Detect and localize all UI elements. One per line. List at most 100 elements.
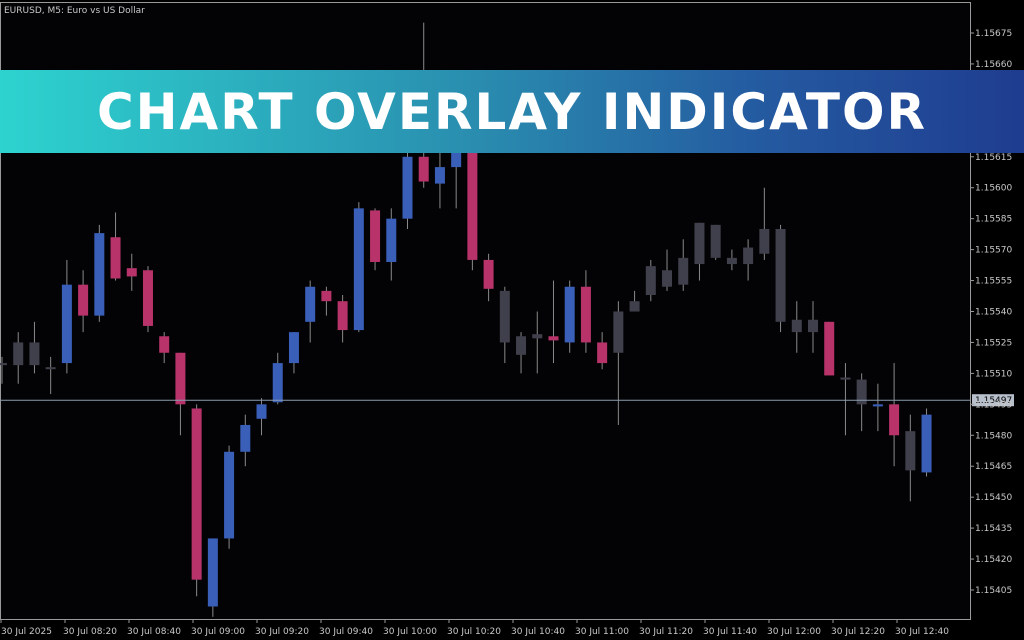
candle-body bbox=[905, 431, 916, 471]
current-price-line-layer: 1.15497 bbox=[0, 394, 1014, 407]
current-price-label: 1.15497 bbox=[975, 396, 1012, 406]
x-tick-label: 30 Jul 2025 bbox=[1, 627, 52, 637]
candle-body bbox=[548, 336, 559, 341]
x-tick-label: 30 Jul 12:40 bbox=[895, 627, 949, 637]
y-tick-label: 1.15420 bbox=[975, 555, 1012, 565]
candle-body bbox=[94, 233, 105, 316]
candle-body bbox=[840, 377, 851, 380]
candle bbox=[45, 356, 56, 395]
y-tick-label: 1.15585 bbox=[975, 215, 1012, 225]
candle bbox=[240, 414, 251, 467]
candle bbox=[256, 398, 267, 436]
y-tick-label: 1.15495 bbox=[975, 400, 1012, 410]
candle-body bbox=[272, 363, 283, 403]
candle-body bbox=[13, 342, 24, 366]
x-tick-label: 30 Jul 08:20 bbox=[63, 627, 117, 637]
symbol-label: EURUSD, M5: Euro vs US Dollar bbox=[4, 6, 145, 16]
candle bbox=[142, 266, 153, 333]
y-tick-label: 1.15540 bbox=[975, 308, 1012, 318]
candle bbox=[645, 259, 656, 302]
y-tick-label: 1.15465 bbox=[975, 462, 1012, 472]
candle-body bbox=[337, 301, 348, 331]
candle bbox=[856, 373, 867, 432]
candle-body bbox=[353, 208, 364, 331]
candle-body bbox=[61, 284, 72, 364]
candle-body bbox=[402, 156, 413, 219]
candle bbox=[499, 286, 510, 364]
candle-body bbox=[483, 259, 494, 289]
candle-body bbox=[872, 404, 883, 407]
candle bbox=[29, 321, 40, 374]
candle bbox=[288, 332, 299, 374]
candle bbox=[191, 404, 202, 597]
candle-body bbox=[288, 332, 299, 364]
candle bbox=[662, 249, 673, 291]
candle-body bbox=[224, 451, 235, 539]
candle-body bbox=[29, 342, 40, 366]
candle bbox=[564, 280, 575, 353]
candle-body bbox=[110, 237, 121, 279]
candle bbox=[775, 224, 786, 333]
x-tick-label: 30 Jul 09:00 bbox=[191, 627, 245, 637]
candle-body bbox=[759, 228, 770, 254]
y-tick-label: 1.15615 bbox=[975, 153, 1012, 163]
y-tick-label: 1.15555 bbox=[975, 277, 1012, 287]
y-tick-label: 1.15675 bbox=[975, 29, 1012, 39]
candle bbox=[0, 356, 7, 384]
candle-body bbox=[386, 218, 397, 262]
candle-body bbox=[175, 352, 186, 405]
title-banner: CHART OVERLAY INDICATOR bbox=[0, 70, 1024, 153]
y-tick-label: 1.15525 bbox=[975, 338, 1012, 348]
candle-body bbox=[694, 222, 705, 265]
y-tick-label: 1.15405 bbox=[975, 586, 1012, 596]
candle-body bbox=[678, 257, 689, 285]
candle-body bbox=[726, 257, 737, 265]
x-tick-label: 30 Jul 11:20 bbox=[639, 627, 693, 637]
candle-body bbox=[370, 210, 381, 262]
candle bbox=[791, 301, 802, 353]
candle bbox=[13, 332, 24, 384]
candle-body bbox=[142, 270, 153, 326]
candle-body bbox=[710, 224, 721, 258]
candle bbox=[921, 408, 932, 477]
candle bbox=[678, 239, 689, 291]
candle bbox=[597, 332, 608, 370]
candle bbox=[905, 414, 916, 502]
candle-body bbox=[0, 363, 7, 366]
candle bbox=[110, 212, 121, 281]
candle-body bbox=[207, 538, 218, 607]
candle-body bbox=[645, 266, 656, 295]
candle bbox=[337, 294, 348, 343]
candle bbox=[353, 202, 364, 333]
candle-body bbox=[305, 286, 316, 322]
candle-body bbox=[629, 301, 640, 312]
candle bbox=[61, 259, 72, 374]
x-tick-label: 30 Jul 10:20 bbox=[447, 627, 501, 637]
candle bbox=[94, 224, 105, 322]
y-tick-label: 1.15510 bbox=[975, 369, 1012, 379]
candle-body bbox=[856, 379, 867, 405]
candle-body bbox=[743, 247, 754, 265]
x-tick-label: 30 Jul 08:40 bbox=[127, 627, 181, 637]
candle bbox=[872, 383, 883, 432]
y-tick-label: 1.15435 bbox=[975, 524, 1012, 534]
current-price-box bbox=[972, 394, 1014, 407]
candle-body bbox=[434, 167, 445, 184]
candle bbox=[126, 253, 137, 291]
candle-body bbox=[321, 290, 332, 302]
candle bbox=[272, 352, 283, 405]
candle-body bbox=[791, 319, 802, 333]
candle-body bbox=[580, 286, 591, 343]
candle bbox=[78, 270, 89, 333]
candle bbox=[694, 222, 705, 281]
candle bbox=[613, 301, 624, 425]
candle bbox=[532, 311, 543, 374]
candle bbox=[175, 352, 186, 436]
x-tick-label: 30 Jul 10:40 bbox=[511, 627, 565, 637]
candle bbox=[726, 249, 737, 271]
candle bbox=[548, 280, 559, 364]
candle-body bbox=[45, 367, 56, 370]
candle-body bbox=[78, 284, 89, 316]
candle-body bbox=[808, 319, 818, 333]
x-tick-label: 30 Jul 11:00 bbox=[575, 627, 629, 637]
